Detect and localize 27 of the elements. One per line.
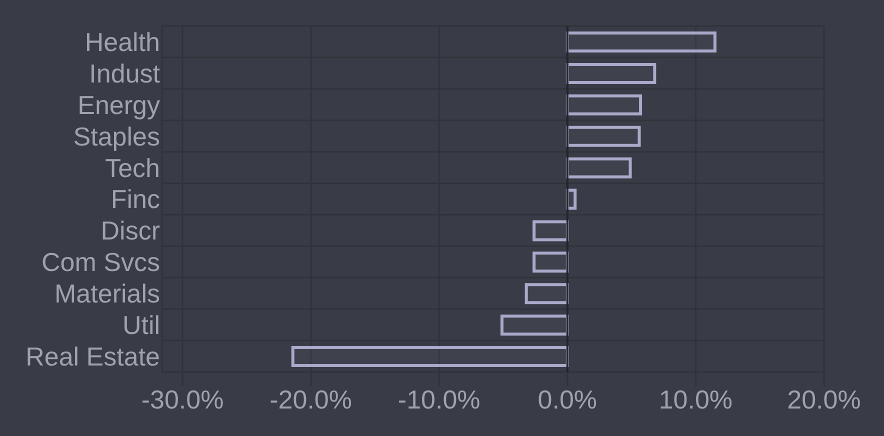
y-tick-label: Com Svcs bbox=[42, 247, 160, 278]
bar bbox=[566, 157, 632, 178]
x-tick-label: -30.0% bbox=[141, 384, 224, 414]
x-tick-label: 0.0% bbox=[538, 384, 598, 414]
bar bbox=[566, 32, 716, 52]
y-tick-label: Finc bbox=[110, 184, 160, 214]
x-tick-label: -10.0% bbox=[398, 384, 480, 414]
bar bbox=[566, 62, 656, 84]
bar bbox=[500, 314, 569, 336]
x-tick-label: 20.0% bbox=[787, 384, 861, 414]
y-tick-label: Materials bbox=[54, 278, 160, 309]
y-tick-label: Indust bbox=[89, 58, 161, 88]
bar bbox=[532, 252, 569, 273]
bar bbox=[524, 283, 569, 304]
bar bbox=[291, 346, 569, 368]
bar bbox=[566, 126, 641, 147]
y-tick-label: Real Estate bbox=[26, 342, 160, 372]
y-tick-label: Tech bbox=[105, 152, 160, 183]
bar bbox=[566, 94, 642, 116]
x-tick-label: -20.0% bbox=[270, 384, 352, 414]
y-tick-label: Util bbox=[122, 310, 160, 340]
x-tick-label: 10.0% bbox=[658, 384, 733, 414]
bar bbox=[532, 220, 569, 242]
y-tick-label: Staples bbox=[73, 121, 160, 152]
y-tick-label: Discr bbox=[100, 216, 160, 246]
y-tick-label: Health bbox=[84, 26, 160, 57]
y-tick-label: Energy bbox=[78, 90, 160, 120]
